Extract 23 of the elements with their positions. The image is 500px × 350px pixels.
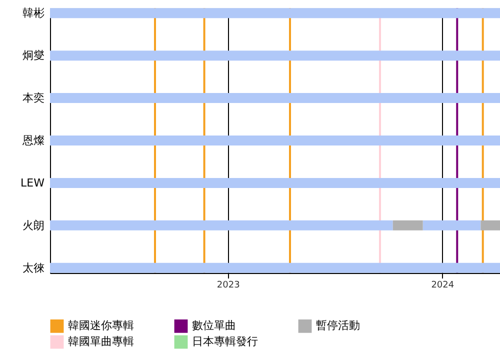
y-tick-label: 本奕	[22, 92, 44, 105]
bar	[50, 136, 500, 146]
y-tick-label: 太徠	[22, 261, 44, 274]
bar	[50, 178, 500, 188]
y-tick-label: 韓彬	[22, 6, 44, 20]
bar	[50, 50, 500, 61]
legend-label: 韓國單曲專輯	[68, 335, 134, 348]
y-tick-label: LEW	[20, 176, 45, 190]
x-tick-label: 2023	[216, 280, 240, 290]
legend-label: 日本專輯發行	[192, 335, 258, 348]
y-tick-label: 恩燦	[22, 134, 44, 147]
bar	[50, 220, 393, 230]
legend-label: 暫停活動	[316, 319, 360, 332]
bar	[422, 220, 481, 230]
legend-label: 韓國迷你專輯	[68, 319, 134, 332]
y-tick-label: 炯燮	[22, 49, 44, 62]
bar	[50, 8, 500, 18]
legend-label: 數位單曲	[192, 319, 236, 332]
x-tick-label: 2024	[431, 280, 454, 290]
bar	[50, 93, 500, 104]
y-tick-label: 火朗	[22, 218, 44, 232]
bar	[480, 220, 500, 230]
bar	[392, 220, 423, 230]
